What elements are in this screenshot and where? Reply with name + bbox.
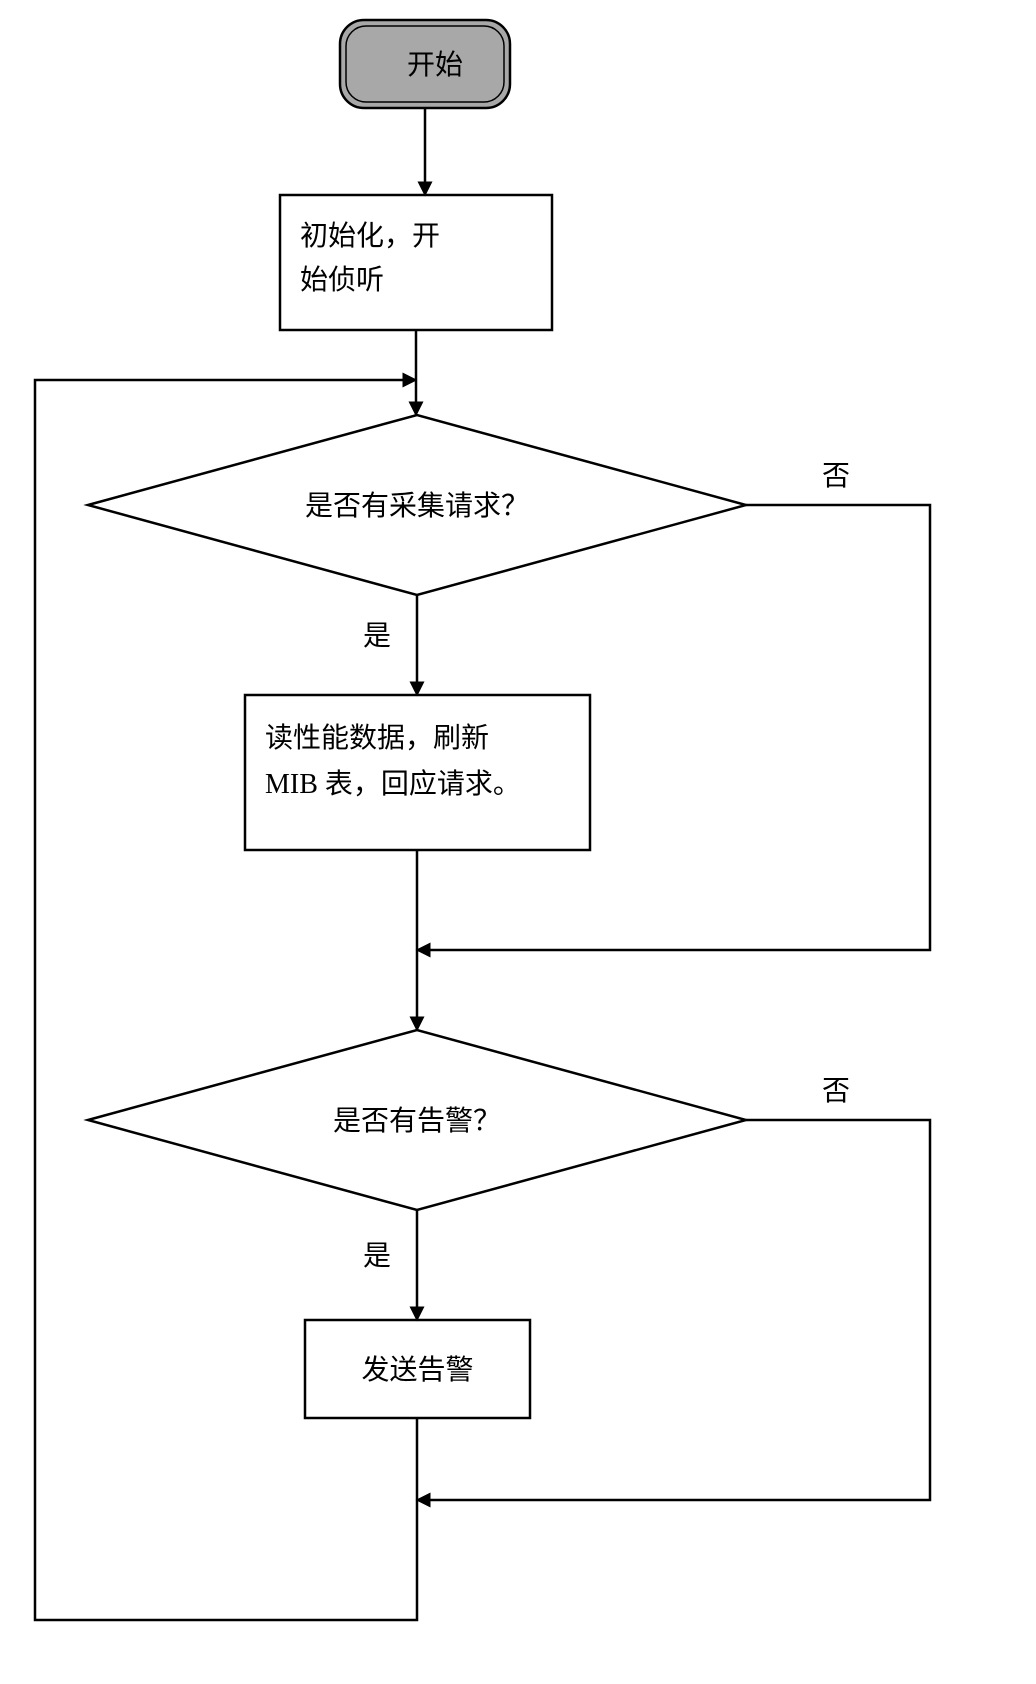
- d1-no-label: 否: [822, 461, 850, 492]
- init-node: [280, 195, 552, 330]
- init-line: 始侦听: [300, 264, 384, 296]
- d2-no-label: 否: [822, 1076, 850, 1107]
- process1-line: MIB 表，回应请求。: [265, 768, 521, 800]
- d1-yes-label: 是: [363, 621, 391, 652]
- process1-line: 读性能数据，刷新: [265, 722, 489, 754]
- d2-yes-label: 是: [363, 1241, 391, 1272]
- decision1-label: 是否有采集请求？: [305, 490, 529, 522]
- init-line: 初始化，开: [300, 220, 440, 252]
- start-label: 开始: [407, 49, 463, 81]
- process2-line: 发送告警: [361, 1354, 473, 1386]
- decision2-label: 是否有告警？: [333, 1105, 501, 1137]
